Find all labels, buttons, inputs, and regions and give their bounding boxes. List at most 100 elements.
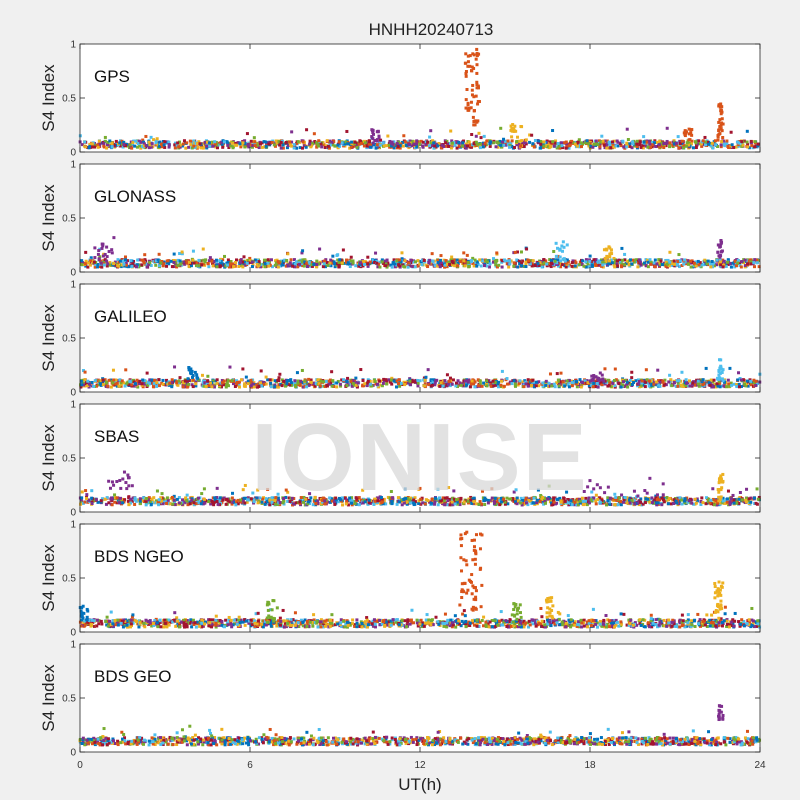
data-point bbox=[103, 139, 107, 143]
spike-point bbox=[718, 244, 722, 248]
data-point bbox=[186, 501, 190, 505]
data-point bbox=[649, 262, 653, 266]
data-point bbox=[343, 142, 347, 146]
data-point bbox=[470, 260, 474, 264]
spike-point bbox=[561, 249, 565, 253]
data-point bbox=[335, 381, 339, 385]
data-point bbox=[118, 496, 122, 500]
data-point bbox=[444, 144, 448, 148]
data-point bbox=[719, 145, 723, 149]
data-point bbox=[246, 258, 250, 262]
data-point bbox=[102, 252, 106, 256]
data-point bbox=[371, 258, 375, 262]
data-point bbox=[721, 379, 725, 383]
data-point bbox=[506, 259, 510, 263]
spike-point bbox=[718, 132, 722, 136]
data-point bbox=[431, 380, 435, 384]
data-point bbox=[566, 260, 570, 264]
data-point bbox=[687, 143, 691, 147]
data-point bbox=[618, 258, 622, 262]
data-point bbox=[633, 144, 637, 148]
data-point bbox=[380, 258, 384, 262]
data-point bbox=[719, 263, 723, 267]
data-point bbox=[473, 258, 477, 262]
data-point bbox=[713, 139, 717, 143]
data-point bbox=[317, 382, 321, 386]
data-point bbox=[462, 139, 466, 143]
data-point bbox=[698, 261, 702, 265]
data-point bbox=[540, 265, 544, 269]
data-point bbox=[370, 499, 374, 503]
data-point bbox=[186, 259, 190, 263]
data-point bbox=[351, 259, 355, 263]
data-point bbox=[387, 143, 391, 147]
data-point bbox=[496, 145, 500, 149]
data-point bbox=[605, 146, 609, 150]
data-point bbox=[413, 496, 417, 500]
data-point bbox=[111, 263, 115, 267]
y-tick-label: 0.5 bbox=[62, 94, 76, 105]
data-point bbox=[431, 144, 435, 148]
data-point bbox=[432, 141, 436, 145]
data-point bbox=[219, 262, 223, 266]
data-point bbox=[636, 265, 640, 269]
data-point bbox=[391, 261, 395, 265]
data-point bbox=[94, 263, 98, 267]
data-point bbox=[148, 142, 152, 146]
data-point bbox=[98, 380, 102, 384]
data-point bbox=[399, 260, 403, 264]
data-point bbox=[238, 385, 242, 389]
data-point bbox=[534, 384, 538, 388]
data-point bbox=[689, 265, 693, 269]
data-point bbox=[356, 141, 360, 145]
data-point bbox=[225, 381, 229, 385]
data-point bbox=[575, 144, 579, 148]
data-point bbox=[475, 260, 479, 264]
data-point bbox=[639, 263, 643, 267]
data-point bbox=[627, 262, 631, 266]
spike-point bbox=[110, 251, 114, 255]
data-point bbox=[632, 380, 636, 384]
data-point bbox=[329, 258, 333, 262]
data-point bbox=[255, 383, 259, 387]
data-point bbox=[185, 261, 189, 265]
data-point bbox=[257, 260, 261, 264]
data-point bbox=[732, 382, 736, 386]
data-point bbox=[280, 384, 284, 388]
data-point bbox=[457, 145, 461, 149]
data-point bbox=[591, 385, 595, 389]
data-point bbox=[453, 258, 457, 262]
data-point bbox=[181, 260, 185, 264]
data-point bbox=[512, 490, 516, 494]
data-point bbox=[268, 259, 272, 263]
data-point bbox=[475, 264, 479, 268]
data-point bbox=[573, 503, 577, 507]
data-point bbox=[436, 261, 440, 265]
data-point bbox=[259, 369, 263, 373]
data-point bbox=[415, 145, 419, 149]
data-point bbox=[302, 495, 306, 499]
data-point bbox=[225, 263, 229, 267]
data-point bbox=[408, 143, 412, 147]
data-point bbox=[752, 265, 756, 269]
data-point bbox=[232, 265, 236, 269]
data-point bbox=[515, 496, 519, 500]
data-point bbox=[531, 378, 535, 382]
data-point bbox=[492, 141, 496, 145]
data-point bbox=[487, 383, 491, 387]
data-point bbox=[154, 259, 158, 263]
data-point bbox=[545, 262, 549, 266]
data-point bbox=[631, 140, 635, 144]
data-point bbox=[208, 256, 212, 260]
data-point bbox=[676, 260, 680, 264]
data-point bbox=[221, 145, 225, 149]
spike-point bbox=[466, 60, 470, 64]
data-point bbox=[155, 137, 159, 141]
data-point bbox=[167, 145, 171, 149]
data-point bbox=[363, 382, 367, 386]
data-point bbox=[330, 499, 334, 503]
data-point bbox=[296, 381, 300, 385]
data-point bbox=[549, 258, 553, 262]
data-point bbox=[701, 263, 705, 267]
data-point bbox=[701, 378, 705, 382]
